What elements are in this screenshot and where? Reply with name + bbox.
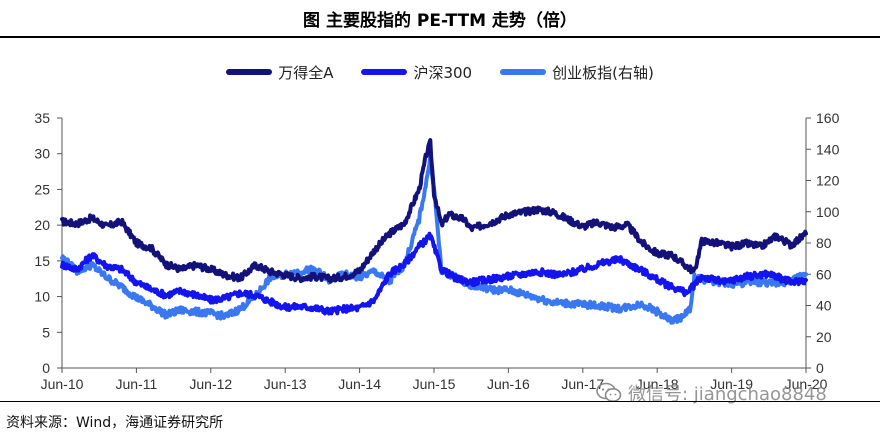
x-tick-label: Jun-19 xyxy=(710,376,753,392)
y-right-tick-label: 160 xyxy=(816,110,840,126)
bottom-rule xyxy=(0,401,880,402)
legend-swatch-wande xyxy=(226,69,273,75)
y-right-tick-label: 140 xyxy=(816,141,840,157)
series-line-wande xyxy=(60,138,808,284)
y-left-tick-label: 15 xyxy=(34,253,50,269)
x-tick-label: Jun-18 xyxy=(636,376,679,392)
x-tick-label: Jun-16 xyxy=(487,376,530,392)
y-right-tick-label: 0 xyxy=(816,360,824,376)
y-right-tick-label: 80 xyxy=(816,235,832,251)
x-tick-label: Jun-20 xyxy=(785,376,828,392)
legend-label-wande: 万得全A xyxy=(278,63,334,82)
source-note: 资料来源：Wind，海通证券研究所 xyxy=(6,415,224,431)
series-line-hs300 xyxy=(60,231,808,316)
legend-item-wande: 万得全A xyxy=(226,62,333,83)
legend-item-hs300: 沪深300 xyxy=(361,62,472,83)
legend-label-hs300: 沪深300 xyxy=(413,63,473,82)
legend: 万得全A 沪深300 创业板指(右轴) xyxy=(0,60,880,84)
watermark: 微信号: jiangchao8848 xyxy=(596,380,827,406)
y-left-tick-label: 5 xyxy=(42,324,50,340)
x-tick-label: Jun-15 xyxy=(413,376,456,392)
x-tick-label: Jun-11 xyxy=(116,376,158,392)
y-right-tick-label: 100 xyxy=(816,204,840,220)
legend-item-cyb: 创业板指(右轴) xyxy=(500,62,654,83)
y-right-tick-label: 20 xyxy=(816,329,832,345)
watermark-text: 微信号: jiangchao8848 xyxy=(628,384,827,405)
legend-label-cyb: 创业板指(右轴) xyxy=(552,63,654,82)
y-left-tick-label: 30 xyxy=(34,146,50,162)
x-tick-label: Jun-12 xyxy=(189,376,232,392)
x-tick-label: Jun-13 xyxy=(264,376,307,392)
x-tick-label: Jun-17 xyxy=(561,376,604,392)
y-left-tick-label: 20 xyxy=(34,217,50,233)
x-tick-label: Jun-10 xyxy=(41,376,84,392)
y-right-tick-label: 120 xyxy=(816,173,840,189)
y-left-tick-label: 35 xyxy=(34,110,50,126)
y-right-tick-label: 40 xyxy=(816,298,832,314)
y-left-tick-label: 0 xyxy=(42,360,50,376)
chart-title: 图 主要股指的 PE-TTM 走势（倍） xyxy=(0,0,880,38)
y-right-tick-label: 60 xyxy=(816,266,832,282)
legend-swatch-cyb xyxy=(500,69,547,75)
legend-swatch-hs300 xyxy=(361,69,408,75)
x-tick-label: Jun-14 xyxy=(338,376,381,392)
y-left-tick-label: 25 xyxy=(34,181,50,197)
y-left-tick-label: 10 xyxy=(34,289,50,305)
